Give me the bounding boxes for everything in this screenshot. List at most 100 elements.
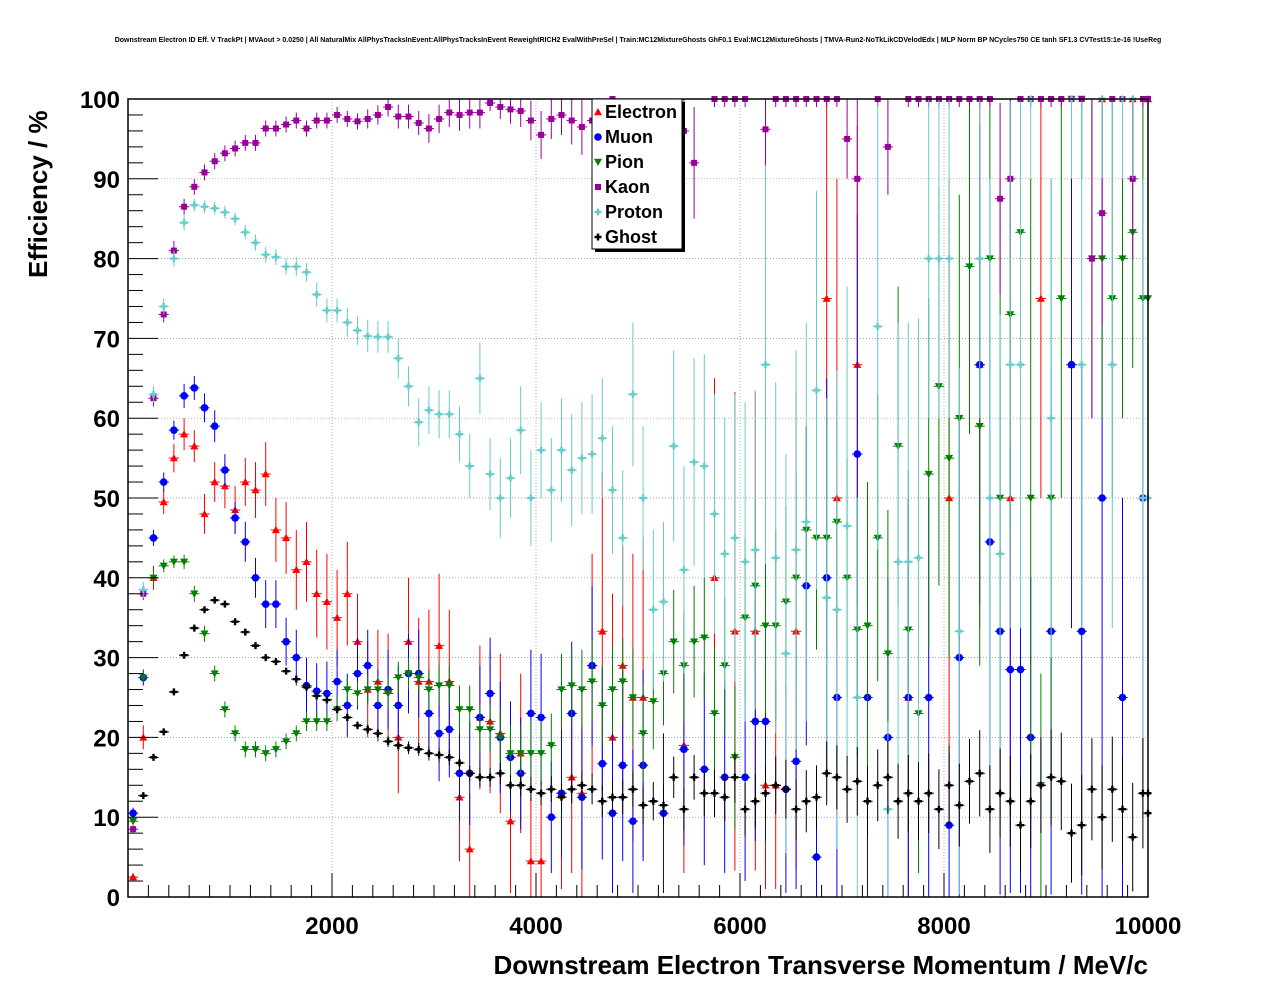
data-point — [996, 789, 1004, 797]
data-point — [180, 558, 189, 566]
data-point — [384, 690, 393, 698]
x-tick-label: 4000 — [509, 913, 562, 940]
data-point — [221, 600, 229, 608]
data-point — [517, 426, 525, 434]
data-point — [374, 333, 382, 341]
x-tick-label: 2000 — [305, 913, 358, 940]
data-point — [588, 678, 597, 686]
data-point — [598, 627, 607, 635]
data-point — [527, 785, 535, 793]
data-point — [608, 686, 617, 694]
data-point — [526, 750, 535, 758]
data-point — [210, 670, 219, 678]
data-point — [507, 781, 514, 789]
data-point — [517, 107, 524, 114]
data-point — [435, 751, 443, 759]
data-point — [558, 446, 565, 454]
y-axis-label: Efficiency / % — [23, 110, 53, 278]
data-point — [843, 785, 851, 793]
data-point — [394, 674, 403, 682]
data-point — [1088, 785, 1096, 793]
data-point — [261, 600, 270, 608]
data-point — [180, 219, 188, 227]
data-point — [975, 422, 984, 431]
data-point — [629, 817, 637, 825]
legend-label-ghost: Ghost — [605, 227, 657, 247]
data-point — [547, 742, 556, 750]
data-point — [1037, 781, 1045, 789]
data-point — [639, 801, 647, 809]
data-point — [221, 466, 229, 474]
data-point — [496, 734, 505, 742]
data-point — [1129, 833, 1137, 841]
data-point — [394, 701, 403, 710]
data-point — [1006, 361, 1014, 369]
data-point — [883, 650, 892, 658]
data-point — [160, 728, 168, 736]
data-point — [424, 686, 433, 694]
data-point — [577, 686, 586, 694]
data-point — [436, 115, 443, 122]
data-point — [333, 705, 341, 713]
data-point — [435, 641, 444, 649]
data-point — [201, 203, 208, 211]
data-point — [935, 805, 943, 813]
data-point — [252, 139, 259, 146]
data-point — [1119, 805, 1126, 813]
data-point — [986, 805, 994, 813]
data-point — [700, 765, 709, 774]
data-point — [1026, 494, 1035, 502]
data-point — [354, 326, 361, 334]
data-point — [1118, 255, 1127, 263]
data-point — [1047, 414, 1055, 422]
data-point — [191, 183, 198, 190]
data-point — [843, 522, 851, 530]
data-point — [680, 566, 688, 574]
data-point — [853, 777, 861, 785]
data-point — [1078, 361, 1086, 369]
y-tick-label: 30 — [93, 646, 120, 673]
data-point — [538, 131, 545, 138]
data-point — [231, 618, 239, 626]
legend: Electron Muon Pion Kaon Proton Ghost — [591, 98, 685, 252]
data-point — [853, 450, 862, 458]
data-point — [598, 797, 606, 805]
data-point — [762, 126, 769, 133]
data-point — [823, 594, 831, 602]
data-point — [160, 302, 168, 310]
y-tick-label: 20 — [93, 725, 120, 752]
data-point — [1017, 821, 1024, 829]
data-point — [669, 638, 678, 646]
data-point — [802, 518, 810, 526]
data-point — [691, 159, 698, 166]
data-point — [200, 630, 209, 638]
data-point — [782, 785, 790, 793]
data-point — [506, 750, 515, 758]
data-point — [1006, 797, 1014, 805]
data-point — [272, 600, 280, 608]
data-point — [159, 497, 168, 506]
data-point — [558, 793, 565, 801]
data-point — [170, 688, 178, 696]
data-point — [129, 873, 138, 881]
data-point — [680, 745, 688, 754]
data-point — [619, 534, 627, 542]
data-point — [486, 689, 494, 698]
data-point — [343, 318, 351, 326]
data-point — [261, 750, 270, 758]
data-point — [252, 642, 259, 650]
data-point — [1108, 785, 1116, 793]
data-point — [169, 454, 178, 462]
data-point — [649, 797, 657, 805]
data-point — [547, 813, 556, 821]
data-point — [761, 622, 770, 630]
data-point — [1036, 294, 1045, 302]
data-point — [333, 306, 341, 314]
chart-title: Downstream Electron ID Eff. V TrackPt | … — [115, 37, 1162, 44]
data-point — [180, 392, 188, 400]
data-point — [853, 694, 861, 701]
data-point — [997, 195, 1004, 202]
data-point — [649, 606, 657, 614]
data-point — [904, 789, 912, 797]
legend-marker-muon — [594, 133, 602, 141]
